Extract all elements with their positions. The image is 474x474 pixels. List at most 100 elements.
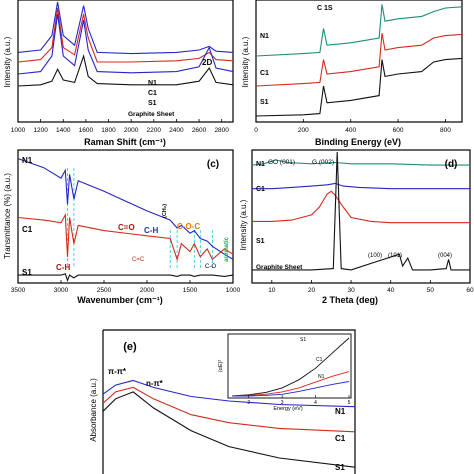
panel-e-inset-label-n1: N1	[318, 374, 325, 380]
panel-e-inset-line-c1	[231, 371, 350, 397]
panel-e-frame	[102, 329, 356, 474]
panel-d-tick-label: 30	[347, 287, 355, 294]
panel-d-series	[251, 151, 470, 271]
panel-e-inset-frame	[227, 333, 352, 399]
panel-a-label-s1: S1	[148, 100, 157, 107]
panel-d-line-c1	[252, 182, 470, 190]
panel-c-annotation-aromatic: aromatic	[224, 236, 230, 262]
panel-e-ylabel: Absorbance (a.u.)	[89, 378, 98, 442]
panel-e: Absorbance (a.u.) (e) π-π* n-π* N1 C1 S1…	[89, 329, 356, 474]
panel-c-frame	[17, 149, 234, 284]
panel-e-series	[102, 379, 356, 468]
panel-d-tag: (d)	[445, 159, 458, 170]
panel-c-annotation-ch-top: C-H	[144, 226, 158, 235]
panel-b-line-s1	[255, 57, 463, 117]
panel-c-annotation-co: C=O	[118, 223, 135, 232]
panel-e-annotation-pi-pi: π-π*	[108, 367, 127, 376]
panel-a-line-s1	[17, 13, 234, 75]
panel-b-line-c1	[255, 33, 463, 87]
panel-c-xlabel: Wavenumber (cm⁻¹)	[77, 295, 162, 305]
panel-c-ylabel: Transmittance (%) (a.u.)	[3, 173, 12, 259]
panel-d-label-n1: N1	[256, 161, 265, 168]
panel-e-annotation-n-pi: n-π*	[146, 379, 164, 388]
panel-a: 1000 1200 1400 1600 1800 2000 2200 2400 2600 2800…	[3, 0, 234, 147]
panel-c-annotation-ch-bottom: C-H	[56, 263, 70, 272]
panel-a-tick-label: 1600	[79, 127, 94, 134]
panel-d: 10 20 30 40 50 60 Intensity (a.u.) 2 Theta (d…	[239, 149, 474, 305]
panel-b-tick-label: 600	[393, 127, 404, 134]
panel-d-xlabel: 2 Theta (deg)	[322, 295, 378, 305]
panel-d-ticks: 10 20 30 40 50 60	[268, 280, 474, 294]
panel-b-series	[255, 4, 463, 117]
panel-c-annotation-ch2-group: (CH₂)	[162, 204, 168, 218]
panel-a-tick-label: 2400	[169, 127, 184, 134]
panel-b-frame	[255, 0, 463, 123]
panel-c-tick-label: 1000	[226, 287, 241, 294]
panel-d-tick-label: 60	[466, 287, 474, 294]
panel-c-tag: (c)	[207, 159, 219, 170]
panel-e-inset-line-s1	[231, 337, 350, 397]
panel-b-tick-label: 200	[298, 127, 309, 134]
panel-d-tick-label: 10	[268, 287, 276, 294]
panel-a-tick-label: 2800	[214, 127, 229, 134]
panel-d-annotation-004: (004)	[438, 253, 452, 259]
panel-b-ticks: 0 200 400 600 800	[254, 119, 451, 134]
panel-a-tick-label: 2600	[192, 127, 207, 134]
panel-a-frame	[17, 0, 234, 123]
panel-e-label-c1: C1	[335, 434, 346, 443]
panel-e-line-s1	[102, 391, 356, 468]
panel-e-inset-tick-label: 3	[281, 400, 284, 406]
panel-e-tag: (e)	[123, 341, 137, 353]
panel-d-label-c1: C1	[256, 186, 265, 193]
panel-a-label-n1: N1	[148, 80, 157, 87]
panel-a-label-graphite: Graphite Sheet	[128, 111, 175, 118]
panel-c-tick-label: 3500	[11, 287, 26, 294]
panel-a-line-n1	[17, 1, 234, 55]
panel-d-frame	[251, 149, 471, 284]
panel-a-tick-label: 1000	[11, 127, 26, 134]
panel-c-guides	[67, 168, 213, 268]
panel-a-tick-label: 2000	[124, 127, 139, 134]
panel-e-line-c1	[102, 386, 356, 433]
panel-e-inset-series	[231, 337, 350, 397]
panel-a-label-c1: C1	[148, 90, 157, 97]
panel-e-inset-tick-label: 2	[247, 400, 250, 406]
panel-b: 0 200 400 600 800 Intensity (a.u.) Binding E…	[241, 0, 463, 147]
panel-a-xlabel: Raman Shift (cm⁻¹)	[84, 137, 166, 147]
panel-a-tick-label: 1800	[101, 127, 116, 134]
panel-c-label-n1: N1	[22, 156, 33, 165]
panel-a-annotation-2d: 2D	[202, 58, 212, 67]
panel-b-xlabel: Binding Energy (eV)	[315, 137, 401, 147]
panel-a-ylabel: Intensity (a.u.)	[3, 36, 12, 87]
panel-c-annotation-coc: C-O-C	[177, 222, 200, 231]
panel-c-tick-label: 2000	[140, 287, 155, 294]
panel-e-line-n1	[102, 379, 356, 408]
panel-b-tick-label: 400	[345, 127, 356, 134]
panel-c: 3500 3000 2500 2000 1500 1000 Transmittance (…	[3, 149, 241, 305]
panel-a-line-graphite-sheet	[17, 53, 234, 87]
panel-a-tick-label: 2200	[147, 127, 162, 134]
panel-b-label-c1: C1	[260, 70, 269, 77]
panel-e-inset-xlabel: Energy (eV)	[273, 406, 303, 412]
panel-e-inset-label-s1: S1	[300, 337, 306, 343]
panel-d-annotation-g: G (002)	[312, 159, 334, 166]
panel-d-line-n1	[251, 159, 470, 166]
panel-a-ticks: 1000 1200 1400 1600 1800 2000 2200 2400 2600 2800	[11, 119, 229, 134]
panel-e-inset-ylabel: (αE)²	[218, 360, 224, 373]
panel-c-label-s1: S1	[22, 268, 32, 277]
panel-e-label-n1: N1	[335, 407, 346, 416]
panel-c-tick-label: 2500	[97, 287, 112, 294]
panel-a-series	[17, 1, 234, 87]
panel-d-line-graphite-sheet	[252, 151, 470, 271]
panel-c-annotation-co2: C-O	[205, 264, 216, 270]
panel-c-line-n1	[17, 158, 234, 260]
panel-b-tick-label: 0	[254, 127, 258, 134]
panel-d-tick-label: 40	[387, 287, 395, 294]
panel-b-tick-label: 800	[440, 127, 451, 134]
panel-e-inset-tick-label: 5	[348, 400, 351, 406]
panel-b-ylabel: Intensity (a.u.)	[241, 36, 250, 87]
panel-d-line-s1	[252, 190, 470, 224]
panel-c-tick-label: 3000	[54, 287, 69, 294]
panel-d-label-s1: S1	[256, 238, 265, 245]
